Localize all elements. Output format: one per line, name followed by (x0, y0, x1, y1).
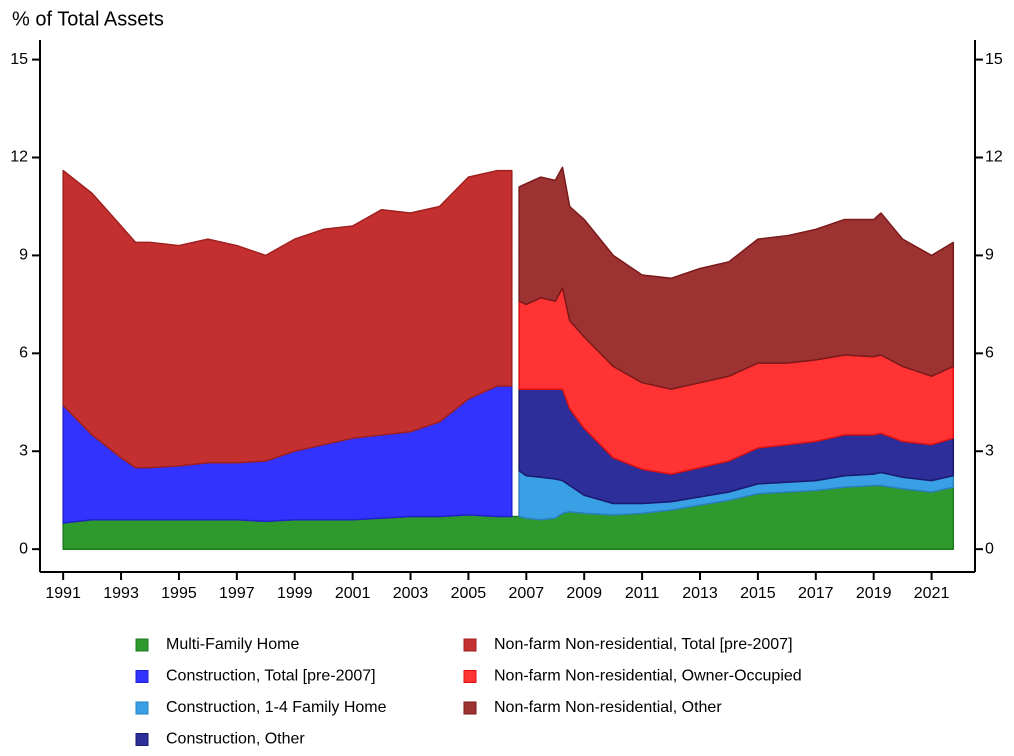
legend-label: Construction, 1-4 Family Home (166, 699, 387, 716)
y-tick-label: 9 (19, 247, 28, 264)
x-tick-label: 2009 (566, 585, 602, 602)
legend-label: Construction, Total [pre-2007] (166, 668, 376, 685)
y2-tick-label: 3 (985, 442, 994, 459)
chart-title: % of Total Assets (12, 8, 164, 30)
legend-label: Non-farm Non-residential, Owner-Occupied (494, 668, 802, 685)
legend-label: Construction, Other (166, 731, 305, 748)
y-tick-label: 12 (10, 149, 28, 166)
legend-label: Non-farm Non-residential, Other (494, 699, 722, 716)
legend-swatch (463, 638, 477, 652)
legend-label: Non-farm Non-residential, Total [pre-200… (494, 636, 793, 653)
x-tick-label: 1993 (103, 585, 139, 602)
x-tick-label: 2019 (856, 585, 892, 602)
legend-label: Multi-Family Home (166, 636, 299, 653)
legend-swatch (135, 733, 149, 746)
x-tick-label: 2007 (509, 585, 545, 602)
x-tick-label: 1991 (45, 585, 81, 602)
plot-area (62, 166, 955, 550)
y2-tick-label: 6 (985, 345, 994, 362)
x-tick-label: 2011 (625, 585, 660, 602)
y-tick-label: 6 (19, 345, 28, 362)
legend-swatch (463, 670, 477, 683)
legend-swatch (135, 638, 149, 652)
area (62, 169, 513, 469)
x-tick-label: 2015 (740, 585, 776, 602)
axes (39, 40, 976, 573)
legend-swatch (135, 701, 149, 715)
x-tick-label: 2001 (335, 585, 371, 602)
x-tick-label: 2005 (451, 585, 487, 602)
x-tick-label: 2013 (682, 585, 718, 602)
x-tick-label: 2021 (914, 585, 950, 602)
y2-tick-label: 12 (985, 149, 1003, 166)
area (518, 166, 955, 390)
x-tick-label: 2017 (798, 585, 834, 602)
y2-tick-label: 0 (985, 540, 994, 557)
y-tick-label: 0 (19, 540, 28, 557)
legend-swatch (463, 701, 477, 715)
x-tick-label: 1995 (161, 585, 197, 602)
y2-tick-label: 15 (985, 51, 1003, 68)
x-tick-label: 2003 (393, 585, 429, 602)
x-tick-label: 1999 (277, 585, 313, 602)
y-tick-label: 15 (10, 51, 28, 68)
x-tick-label: 1997 (219, 585, 255, 602)
legend-swatch (135, 670, 149, 683)
y2-tick-label: 9 (985, 247, 994, 264)
y-tick-label: 3 (19, 442, 28, 459)
